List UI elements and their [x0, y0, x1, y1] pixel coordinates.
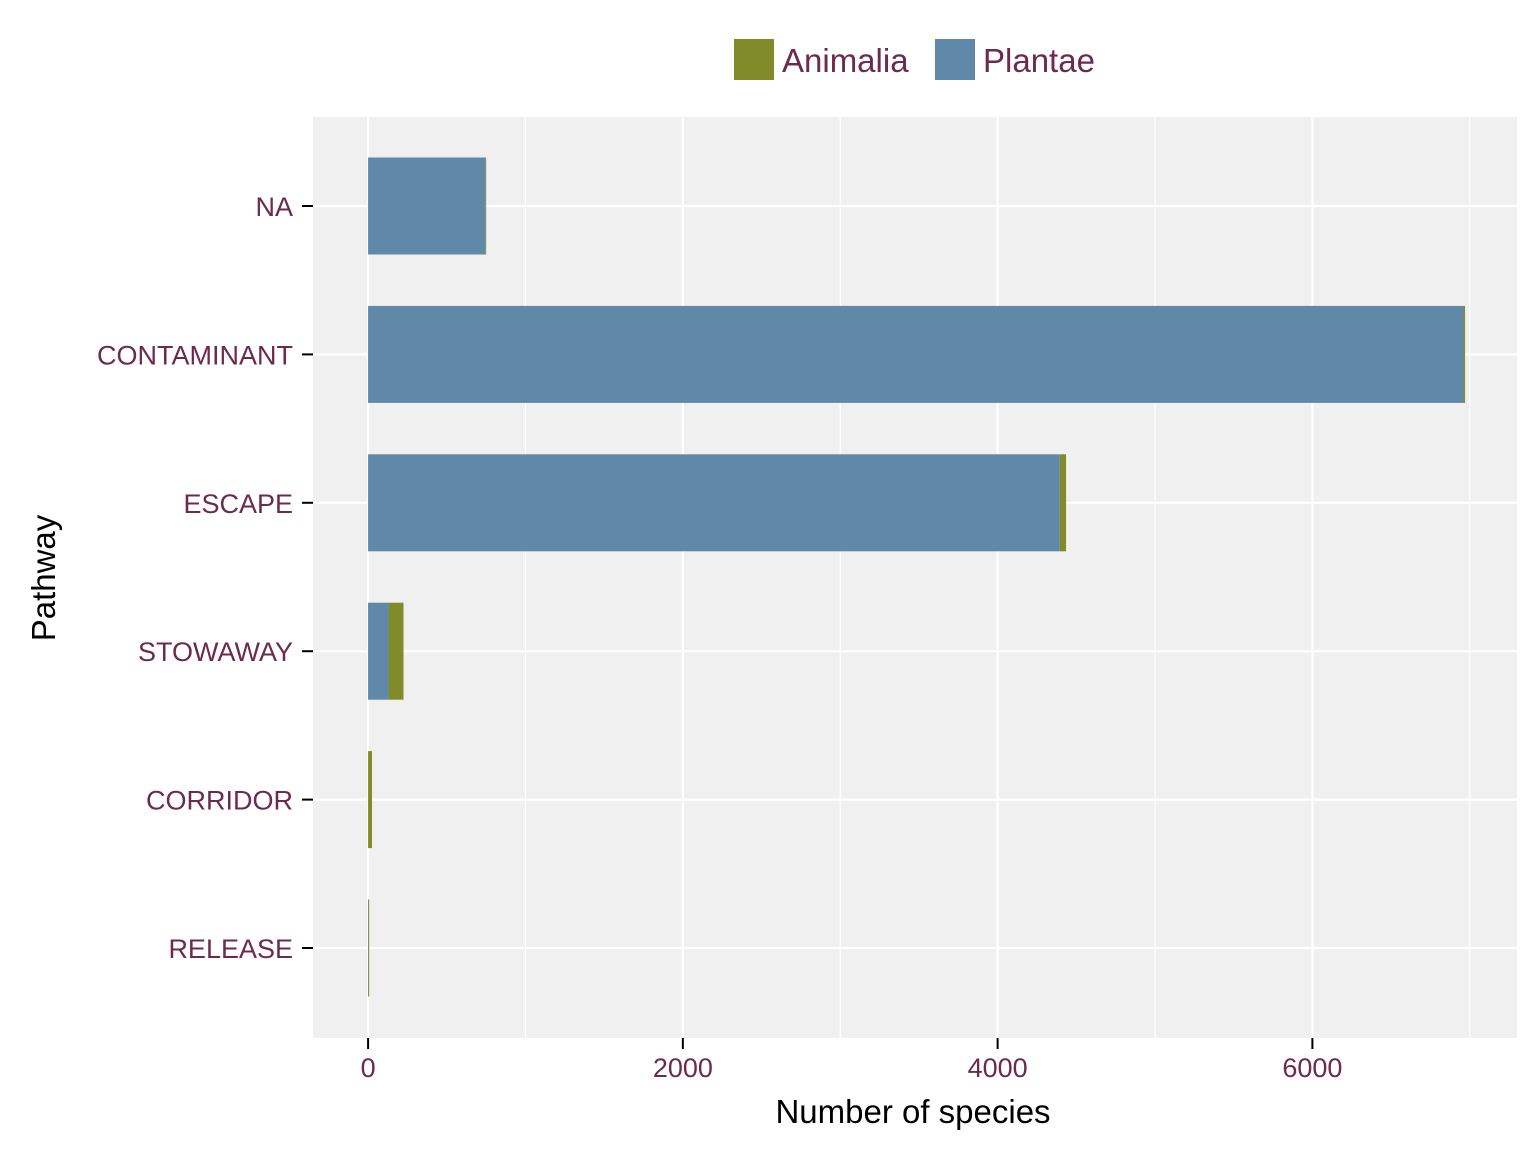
- legend: Animalia Plantae: [732, 37, 1095, 82]
- bar-animalia-corridor: [368, 751, 373, 849]
- minor-gridlines: [524, 117, 1471, 1038]
- bars: [368, 157, 1466, 997]
- x-tick-label: 0: [361, 1053, 376, 1083]
- bar-animalia-contaminant: [1463, 305, 1466, 403]
- y-tick-label: CONTAMINANT: [97, 340, 293, 370]
- plot-panel: [313, 117, 1517, 1038]
- y-axis-title: Pathway: [25, 514, 62, 641]
- y-axis: NA CONTAMINANT ESCAPE STOWAWAY CORRIDOR RELEA…: [97, 192, 313, 964]
- bar-animalia-release: [368, 899, 370, 997]
- bar-animalia-na: [485, 157, 487, 255]
- x-tick-label: 2000: [653, 1053, 713, 1083]
- x-tick-label: 4000: [968, 1053, 1028, 1083]
- legend-key-plantae: [933, 37, 977, 82]
- y-tick-label: CORRIDOR: [146, 786, 293, 816]
- legend-key-animalia: [732, 37, 776, 82]
- x-tick-label: 6000: [1282, 1053, 1342, 1083]
- bar-animalia-escape: [1059, 454, 1067, 552]
- y-tick-label: NA: [255, 192, 293, 222]
- x-axis-title: Number of species: [775, 1093, 1050, 1130]
- x-axis: 0 2000 4000 6000: [361, 1038, 1342, 1083]
- bar-plantae-contaminant: [368, 305, 1464, 403]
- bar-plantae-na: [368, 157, 486, 255]
- legend-label-plantae: Plantae: [983, 42, 1095, 79]
- y-tick-label: RELEASE: [168, 934, 293, 964]
- y-tick-label: STOWAWAY: [138, 637, 293, 667]
- bar-plantae-escape: [368, 454, 1060, 552]
- bar-animalia-stowaway: [388, 602, 404, 700]
- y-tick-label: ESCAPE: [183, 489, 293, 519]
- bar-plantae-stowaway: [368, 602, 389, 700]
- legend-label-animalia: Animalia: [782, 42, 909, 79]
